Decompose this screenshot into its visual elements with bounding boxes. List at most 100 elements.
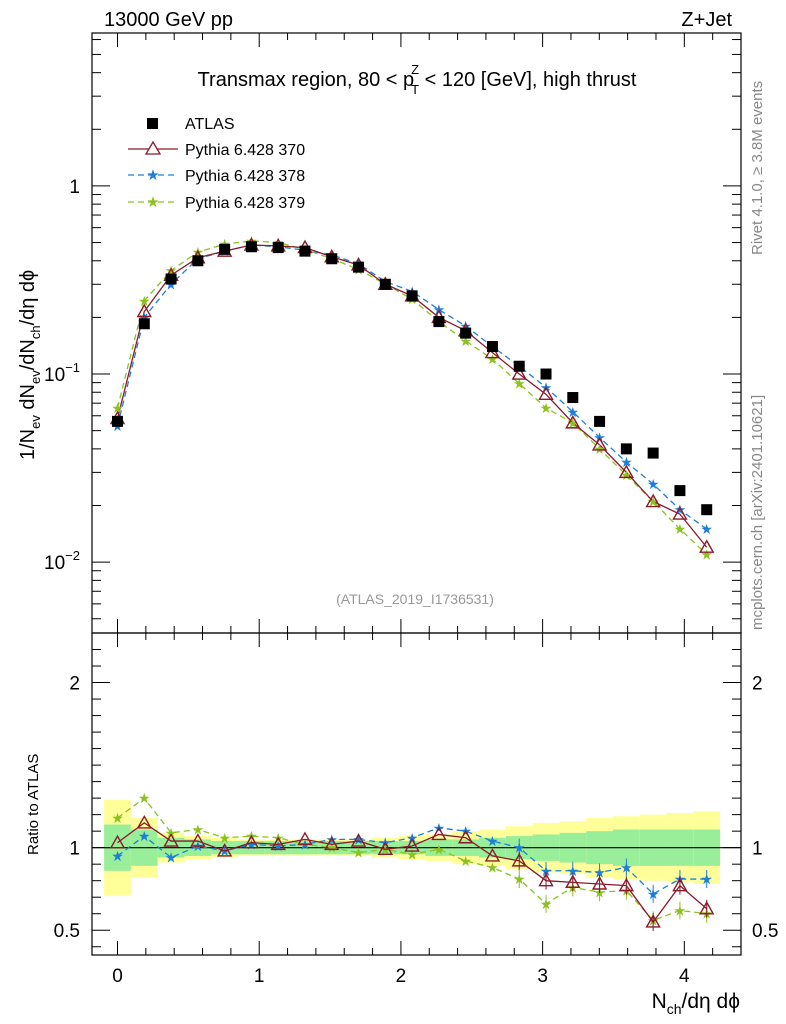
legend-entry-atlas: ATLAS — [147, 116, 235, 133]
data-point-square — [326, 253, 338, 265]
data-point-triangle — [431, 826, 447, 841]
data-point-triangle — [297, 831, 313, 846]
data-point-triangle — [565, 874, 581, 889]
data-point-square — [245, 241, 257, 253]
data-point-star: ★ — [486, 352, 499, 368]
data-point-triangle — [136, 303, 152, 318]
data-point-square — [540, 368, 552, 380]
data-point-star: ★ — [165, 851, 178, 867]
data-point-square — [379, 278, 391, 290]
data-point-star: ★ — [138, 829, 151, 845]
legend-marker-square — [147, 118, 158, 129]
data-point-square — [272, 242, 284, 254]
data-point-triangle — [511, 366, 527, 380]
data-point-square — [647, 447, 659, 459]
data-point-star: ★ — [138, 294, 151, 310]
ratio-y-tick-label: 1 — [69, 839, 80, 860]
header-left: 13000 GeV pp — [104, 9, 233, 31]
data-point-square — [486, 341, 498, 353]
data-point-triangle — [324, 836, 340, 851]
legend-label-378: Pythia 6.428 378 — [185, 168, 305, 185]
legend-entry-pythia-378: ★ Pythia 6.428 378 — [128, 166, 305, 185]
chart-title: Transmax region, 80 < pZ T < 120 [GeV], h… — [198, 62, 637, 97]
data-point-square — [674, 485, 686, 497]
data-point-triangle — [163, 833, 179, 847]
data-point-triangle — [538, 386, 554, 401]
data-point-star: ★ — [620, 860, 633, 876]
x-axis-label: Nch/dη dϕ — [652, 990, 740, 1017]
data-point-star: ★ — [192, 823, 205, 839]
x-tick-label: 3 — [537, 966, 548, 987]
data-point-star: ★ — [700, 872, 713, 888]
data-point-triangle — [270, 836, 286, 851]
ratio-series-layer: ★★★ ★★ ★ ★ ★ ★ ★ ★ ★ ★★ ★★★★ ★ ★★★ ★★★★★ ★ ★ ★ ★ ★ ★ ★ ★★ ★★ ★★… — [109, 791, 715, 931]
data-point-triangle — [591, 436, 608, 451]
data-point-star: ★ — [433, 842, 446, 858]
data-point-triangle — [243, 834, 260, 849]
data-point-star: ★ — [352, 846, 365, 862]
data-point-triangle — [672, 877, 688, 892]
axis-ticks: 0 1 2 3 4 1 10−1 10−2 0.5 0.5 1 1 2 2 — [44, 33, 778, 987]
data-point-star: ★ — [513, 872, 526, 888]
data-point-star: ★ — [111, 811, 124, 827]
data-point-star: ★ — [192, 839, 205, 855]
ratio-line-pythia-6428-379 — [117, 797, 707, 922]
data-point-triangle — [699, 900, 715, 915]
data-point-square — [299, 245, 311, 257]
legend-label-atlas: ATLAS — [185, 116, 235, 133]
data-point-triangle — [511, 852, 527, 867]
data-point-triangle — [216, 843, 233, 857]
analysis-id-annotation: (ATLAS_2019_I1736531) — [336, 591, 494, 607]
data-point-star: ★ — [593, 865, 606, 881]
data-point-triangle — [699, 539, 715, 553]
data-point-star: ★ — [674, 503, 687, 519]
ratio-y-tick-label: 2 — [69, 674, 80, 695]
data-point-triangle — [618, 877, 635, 892]
data-point-triangle — [109, 834, 126, 849]
data-point-square — [620, 443, 632, 455]
data-point-star: ★ — [218, 831, 231, 847]
main-y-tick-label: 1 — [69, 177, 80, 198]
data-point-star: ★ — [540, 897, 553, 913]
x-tick-label: 1 — [254, 966, 265, 987]
data-point-square — [353, 261, 365, 273]
ratio-line-pythia-6428-378 — [117, 827, 707, 895]
data-point-triangle — [190, 833, 206, 847]
data-point-triangle — [645, 914, 661, 928]
mcplots-reference-text: mcplots.cern.ch [arXiv:2401.10621] — [749, 395, 766, 630]
ratio-y-tick-label-right: 0.5 — [752, 921, 778, 942]
data-point-star: ★ — [138, 791, 151, 807]
data-point-square — [513, 360, 525, 372]
data-point-square — [460, 327, 472, 339]
legend-label-370: Pythia 6.428 370 — [185, 142, 305, 159]
legend-marker-triangle — [144, 140, 162, 155]
main-y-tick-label: 10−2 — [44, 548, 80, 574]
data-point-star: ★ — [486, 860, 499, 876]
data-point-star: ★ — [111, 849, 124, 865]
data-point-triangle — [618, 464, 635, 479]
data-point-star: ★ — [700, 522, 713, 538]
data-point-square — [219, 243, 231, 255]
data-point-triangle — [136, 814, 152, 829]
legend-entry-pythia-379: ★ Pythia 6.428 379 — [128, 193, 305, 212]
data-point-triangle — [565, 414, 581, 429]
data-point-triangle — [350, 833, 367, 847]
legend-marker-star-378: ★ — [146, 166, 159, 184]
data-point-star: ★ — [299, 837, 312, 853]
data-point-square — [433, 316, 445, 328]
data-point-star: ★ — [567, 864, 580, 880]
data-point-square — [165, 273, 177, 285]
data-point-triangle — [484, 848, 501, 862]
data-point-star: ★ — [540, 401, 553, 417]
data-point-star: ★ — [647, 887, 660, 903]
main-y-axis-label: 1/Nev dNev/dNch/dη dϕ — [17, 270, 43, 460]
x-tick-label: 0 — [112, 966, 123, 987]
data-point-star: ★ — [700, 547, 713, 563]
rivet-version-text: Rivet 4.1.0, ≥ 3.8M events — [749, 81, 766, 255]
data-point-square — [112, 415, 124, 427]
data-point-star: ★ — [513, 841, 526, 857]
ratio-plot-frame — [91, 632, 742, 956]
ratio-y-tick-label: 0.5 — [54, 921, 80, 942]
ratio-y-tick-label-right: 2 — [752, 674, 763, 695]
